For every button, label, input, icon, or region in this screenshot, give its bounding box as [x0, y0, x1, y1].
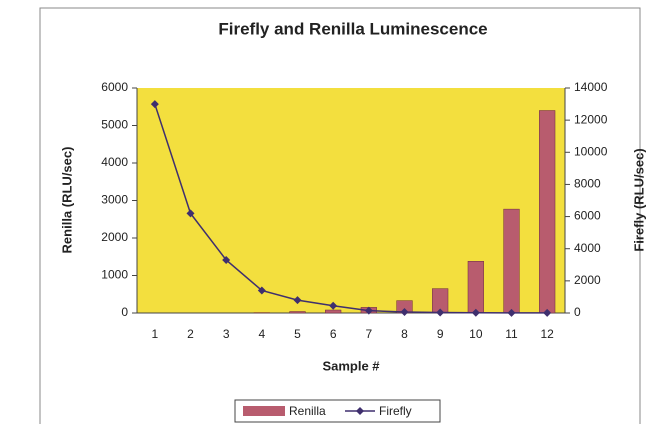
- x-tick-label: 2: [187, 327, 194, 341]
- y2-tick-label: 2000: [574, 273, 601, 287]
- legend-label: Renilla: [289, 404, 326, 418]
- y2-tick-label: 0: [574, 305, 581, 319]
- x-tick-label: 4: [258, 327, 265, 341]
- plot-area: [137, 88, 565, 313]
- x-tick-label: 7: [365, 327, 372, 341]
- x-axis-title: Sample #: [322, 358, 380, 373]
- y2-tick-label: 4000: [574, 241, 601, 255]
- y2-tick-label: 6000: [574, 209, 601, 223]
- bar: [504, 209, 520, 313]
- x-tick-label: 10: [469, 327, 483, 341]
- y-tick-label: 3000: [101, 193, 128, 207]
- y2-tick-label: 14000: [574, 80, 608, 94]
- y2-tick-label: 8000: [574, 177, 601, 191]
- bar: [290, 312, 306, 314]
- y2-axis-title: Firefly (RLU/sec): [631, 148, 646, 251]
- x-tick-label: 12: [540, 327, 554, 341]
- x-tick-label: 11: [505, 327, 518, 341]
- y2-tick-label: 12000: [574, 112, 608, 126]
- y-tick-label: 0: [121, 305, 128, 319]
- legend-swatch: [243, 406, 285, 416]
- x-tick-label: 3: [223, 327, 230, 341]
- bar: [468, 261, 484, 313]
- y-tick-label: 6000: [101, 80, 128, 94]
- bar: [325, 310, 341, 313]
- x-tick-label: 5: [294, 327, 301, 341]
- y-tick-label: 1000: [101, 268, 128, 282]
- bar: [539, 111, 555, 314]
- legend-label: Firefly: [379, 404, 412, 418]
- y-tick-label: 2000: [101, 230, 128, 244]
- x-tick-label: 1: [151, 327, 158, 341]
- x-tick-label: 9: [437, 327, 444, 341]
- chart-title: Firefly and Renilla Luminescence: [218, 19, 487, 38]
- y-tick-label: 5000: [101, 118, 128, 132]
- y-axis-title: Renilla (RLU/sec): [59, 147, 74, 254]
- y-tick-label: 4000: [101, 155, 128, 169]
- x-tick-label: 8: [401, 327, 408, 341]
- x-tick-label: 6: [330, 327, 337, 341]
- y2-tick-label: 10000: [574, 144, 608, 158]
